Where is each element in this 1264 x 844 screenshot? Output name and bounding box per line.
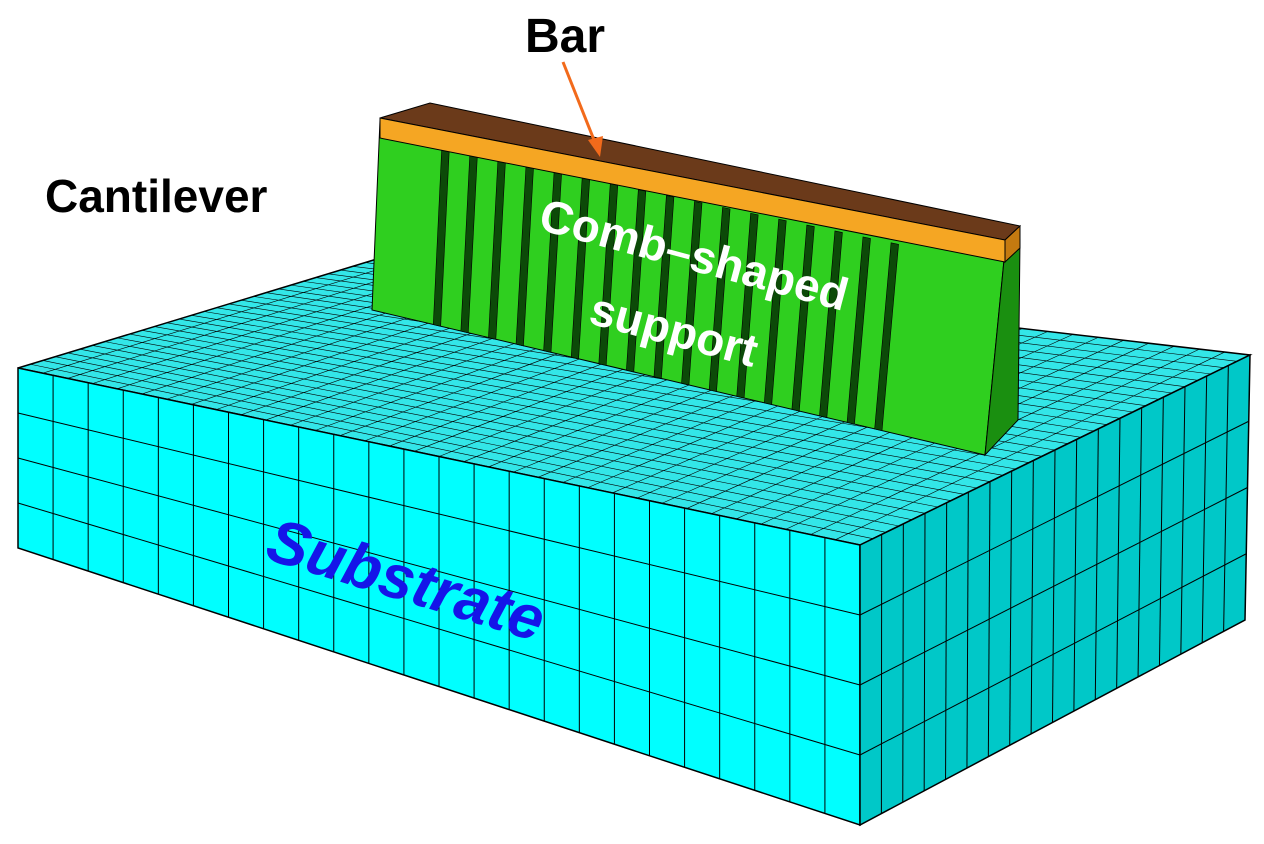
comb-gap [681, 201, 703, 386]
arrow-head [588, 136, 603, 157]
comb-fins [432, 147, 899, 432]
mesh-line [859, 553, 1247, 756]
mesh-line [859, 487, 1248, 686]
mesh-line [17, 412, 861, 616]
comb-gap [874, 242, 899, 432]
bar-label: Bar [525, 10, 605, 63]
comb-gap [819, 230, 843, 418]
comb-gap [708, 206, 731, 392]
mesh-line [17, 502, 861, 756]
comb-gap [791, 224, 815, 412]
mesh-line [835, 351, 1225, 541]
comb-gap [764, 218, 787, 405]
arrow [561, 61, 598, 146]
comb-gap [653, 195, 675, 379]
mesh-line [810, 348, 1200, 535]
comb-gap [736, 212, 759, 399]
mesh-line [17, 457, 861, 686]
comb-gap [846, 236, 871, 425]
mesh-line [42, 257, 416, 374]
bar-side [1004, 224, 1021, 264]
mesh-line [859, 420, 1249, 616]
cantilever-label: Cantilever [45, 170, 268, 222]
